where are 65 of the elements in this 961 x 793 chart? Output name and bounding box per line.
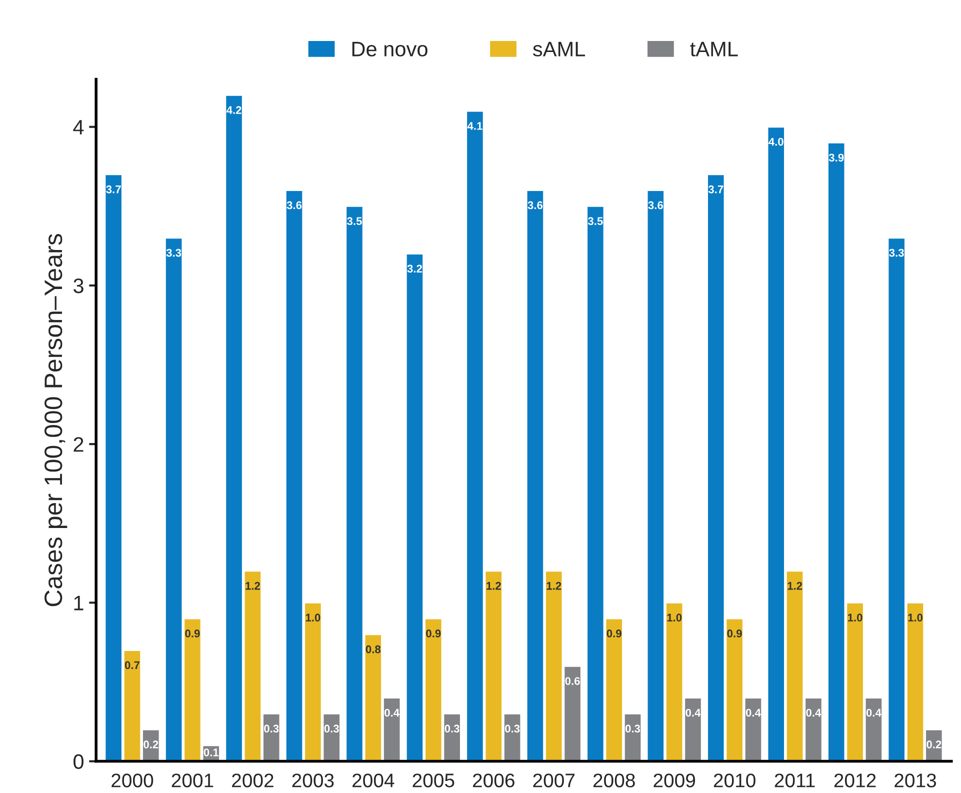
x-tick-label: 2011 — [774, 774, 815, 788]
y-tick-label: 4 — [73, 120, 84, 134]
y-tick-label: 2 — [74, 437, 84, 452]
y-tick-label: 0 — [74, 754, 84, 770]
x-tick-label: 2001 — [172, 774, 214, 788]
data-label: 0.9 — [185, 630, 200, 638]
data-label: 1.2 — [486, 582, 501, 590]
x-tick-label: 2003 — [292, 774, 334, 788]
data-label: 1.2 — [246, 582, 260, 590]
x-tick-label: 2008 — [593, 774, 635, 788]
x-tick-label: 2006 — [472, 774, 514, 788]
data-label: 0.3 — [324, 724, 339, 733]
x-tick-label: 2000 — [112, 774, 154, 788]
data-label: 1.0 — [848, 614, 862, 622]
x-tick-label: 2005 — [412, 774, 454, 788]
data-label: 1.0 — [667, 614, 682, 622]
data-label: 3.6 — [528, 201, 543, 210]
x-tick-label: 2012 — [834, 774, 876, 788]
data-label: 0.2 — [926, 740, 942, 748]
data-label: 0.3 — [444, 724, 460, 733]
data-label: 3.9 — [828, 154, 844, 162]
legend-label: tAML — [690, 42, 738, 56]
data-label: 4.0 — [768, 138, 784, 146]
data-label: 3.3 — [166, 248, 182, 257]
data-label: 0.7 — [124, 661, 140, 670]
data-label: 0.9 — [606, 630, 622, 638]
legend-label: sAML — [533, 42, 585, 56]
data-label: 3.5 — [347, 217, 362, 226]
data-label: 0.4 — [686, 708, 701, 717]
data-label: 3.7 — [106, 185, 121, 194]
x-tick-label: 2013 — [894, 774, 936, 788]
data-label: 0.6 — [565, 677, 580, 685]
data-label: 3.5 — [588, 217, 603, 226]
data-label: 3.7 — [708, 185, 724, 194]
data-label: 0.9 — [727, 630, 742, 638]
data-label: 4.1 — [467, 122, 482, 130]
data-label: 0.4 — [806, 708, 822, 717]
data-label: 4.2 — [226, 106, 242, 114]
data-label: 3.6 — [286, 201, 302, 210]
data-label: 0.3 — [625, 724, 640, 733]
x-tick-label: 2010 — [714, 774, 756, 788]
data-label: 3.3 — [889, 248, 904, 257]
data-label: 1.2 — [546, 582, 562, 590]
data-label: 3.2 — [407, 264, 422, 273]
y-axis-title: Cases per 100,000 Person–Years — [44, 234, 68, 606]
x-tick-label: 2002 — [232, 774, 274, 788]
x-tick-label: 2009 — [654, 774, 696, 788]
data-label: 0.3 — [505, 724, 520, 733]
data-label: 0.9 — [426, 630, 441, 638]
data-label: 0.8 — [366, 645, 381, 654]
data-label: 1.0 — [908, 614, 923, 622]
data-label: 0.4 — [866, 708, 882, 717]
y-tick-label: 3 — [74, 278, 84, 294]
data-label: 0.4 — [746, 708, 761, 717]
data-label: 1.0 — [306, 614, 320, 622]
y-tick-label: 1 — [74, 596, 84, 610]
legend-label: De novo — [352, 42, 428, 56]
x-tick-label: 2004 — [352, 774, 394, 788]
data-label: 1.2 — [788, 582, 802, 590]
data-label: 3.6 — [648, 201, 663, 210]
data-label: 0.4 — [384, 708, 400, 717]
data-label: 0.1 — [204, 748, 219, 756]
x-tick-label: 2007 — [533, 774, 575, 788]
data-label: 0.3 — [264, 724, 279, 733]
data-label: 0.2 — [144, 740, 158, 748]
